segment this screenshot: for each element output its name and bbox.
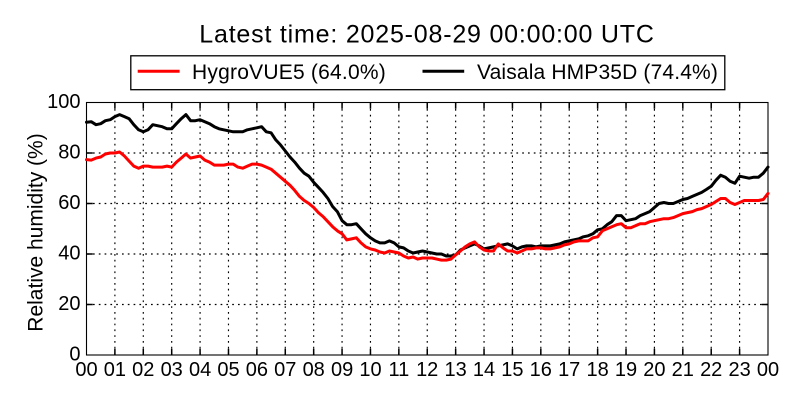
svg-text:20: 20 bbox=[643, 359, 665, 381]
svg-text:Latest time: 2025-08-29 00:00:: Latest time: 2025-08-29 00:00:00 UTC bbox=[199, 21, 654, 49]
svg-text:00: 00 bbox=[757, 359, 779, 381]
svg-text:08: 08 bbox=[303, 359, 325, 381]
svg-text:02: 02 bbox=[132, 359, 154, 381]
svg-text:21: 21 bbox=[672, 359, 694, 381]
svg-text:15: 15 bbox=[501, 359, 523, 381]
svg-text:Vaisala HMP35D (74.4%): Vaisala HMP35D (74.4%) bbox=[477, 61, 718, 84]
svg-text:17: 17 bbox=[558, 359, 580, 381]
svg-text:23: 23 bbox=[728, 359, 750, 381]
svg-text:07: 07 bbox=[274, 359, 296, 381]
svg-text:09: 09 bbox=[331, 359, 353, 381]
svg-text:22: 22 bbox=[700, 359, 722, 381]
svg-text:06: 06 bbox=[246, 359, 268, 381]
svg-text:100: 100 bbox=[47, 91, 80, 113]
svg-text:13: 13 bbox=[444, 359, 466, 381]
svg-text:18: 18 bbox=[586, 359, 608, 381]
svg-text:40: 40 bbox=[58, 243, 80, 265]
svg-text:19: 19 bbox=[615, 359, 637, 381]
svg-text:60: 60 bbox=[58, 192, 80, 214]
svg-text:04: 04 bbox=[189, 359, 211, 381]
svg-text:HygroVUE5 (64.0%): HygroVUE5 (64.0%) bbox=[192, 61, 386, 84]
svg-text:12: 12 bbox=[416, 359, 438, 381]
svg-text:11: 11 bbox=[389, 359, 410, 381]
svg-text:00: 00 bbox=[75, 359, 97, 381]
svg-text:03: 03 bbox=[161, 359, 183, 381]
svg-text:10: 10 bbox=[359, 359, 381, 381]
svg-text:01: 01 bbox=[104, 359, 126, 381]
svg-text:05: 05 bbox=[217, 359, 239, 381]
svg-text:0: 0 bbox=[69, 344, 80, 366]
svg-text:16: 16 bbox=[530, 359, 552, 381]
svg-text:14: 14 bbox=[473, 359, 495, 381]
svg-text:80: 80 bbox=[58, 142, 80, 164]
svg-text:Relative humidity (%): Relative humidity (%) bbox=[25, 133, 48, 331]
svg-text:20: 20 bbox=[58, 293, 80, 315]
